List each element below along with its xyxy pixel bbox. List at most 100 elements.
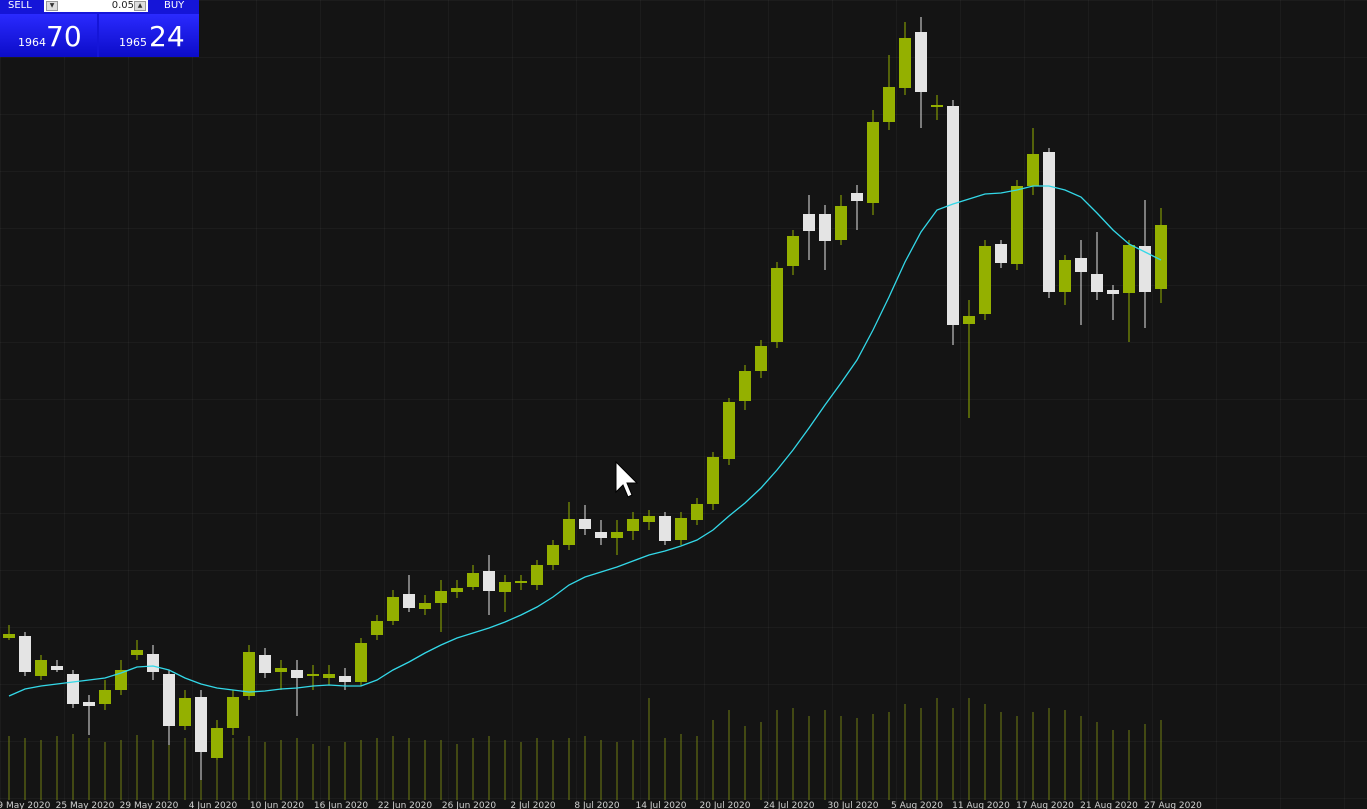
candle-body bbox=[323, 674, 335, 678]
candle-body bbox=[1011, 186, 1023, 264]
candle-body bbox=[259, 655, 271, 673]
candle-body bbox=[739, 371, 751, 401]
candle-body bbox=[995, 244, 1007, 263]
candle-body bbox=[435, 591, 447, 603]
x-tick-label: 8 Jul 2020 bbox=[574, 801, 619, 809]
candle-body bbox=[1139, 246, 1151, 292]
candle-body bbox=[1155, 225, 1167, 289]
candle-body bbox=[99, 690, 111, 704]
x-tick-label: 20 Jul 2020 bbox=[700, 801, 751, 809]
x-tick-label: 24 Jul 2020 bbox=[764, 801, 815, 809]
candle-body bbox=[867, 122, 879, 203]
candle-body bbox=[211, 728, 223, 758]
x-tick-label: 19 May 2020 bbox=[0, 801, 51, 809]
candle-body bbox=[195, 697, 207, 752]
buy-button[interactable]: BUY bbox=[164, 0, 185, 11]
lot-input[interactable]: 0.05 bbox=[44, 0, 148, 12]
candle-body bbox=[499, 582, 511, 592]
candle-body bbox=[947, 106, 959, 325]
x-tick-label: 11 Aug 2020 bbox=[952, 801, 1010, 809]
x-tick-label: 4 Jun 2020 bbox=[189, 801, 238, 809]
candle-body bbox=[403, 594, 415, 608]
candle-body bbox=[531, 565, 543, 585]
candle-body bbox=[595, 532, 607, 538]
candle-body bbox=[131, 650, 143, 655]
mouse-cursor bbox=[615, 460, 639, 498]
candle-body bbox=[419, 603, 431, 609]
panel-top-row: SELL 0.05 ▼ ▲ BUY bbox=[0, 0, 199, 13]
candle-body bbox=[243, 652, 255, 696]
candle-body bbox=[563, 519, 575, 545]
lot-increase[interactable]: ▲ bbox=[134, 1, 146, 11]
candle-body bbox=[1059, 260, 1071, 292]
candle-body bbox=[483, 571, 495, 591]
candle-body bbox=[707, 457, 719, 504]
candle-body bbox=[35, 660, 47, 676]
sell-big-figure: 1964 bbox=[18, 36, 46, 49]
buy-pips: 24 bbox=[149, 20, 185, 53]
candle-body bbox=[83, 702, 95, 706]
candle-body bbox=[179, 698, 191, 726]
x-tick-label: 22 Jun 2020 bbox=[378, 801, 432, 809]
candle-body bbox=[931, 105, 943, 107]
candle-body bbox=[803, 214, 815, 231]
x-tick-label: 17 Aug 2020 bbox=[1016, 801, 1074, 809]
candle-body bbox=[771, 268, 783, 342]
sell-pips: 70 bbox=[46, 20, 82, 53]
candle-body bbox=[579, 519, 591, 529]
x-tick-label: 5 Aug 2020 bbox=[891, 801, 943, 809]
moving-average-line bbox=[8, 185, 1162, 697]
x-tick-label: 29 May 2020 bbox=[120, 801, 179, 809]
candle-body bbox=[835, 206, 847, 240]
candle-body bbox=[1107, 290, 1119, 294]
candle-body bbox=[163, 674, 175, 726]
candle-body bbox=[755, 346, 767, 371]
candle-body bbox=[547, 545, 559, 565]
x-tick-label: 27 Aug 2020 bbox=[1144, 801, 1202, 809]
candle-body bbox=[899, 38, 911, 88]
candle-body bbox=[51, 666, 63, 670]
candle-body bbox=[355, 643, 367, 682]
candle-body bbox=[515, 581, 527, 583]
trade-panel: SELL 0.05 ▼ ▲ BUY 1964 70 1965 24 bbox=[0, 0, 199, 57]
candle-body bbox=[643, 516, 655, 522]
candle-body bbox=[1027, 154, 1039, 186]
x-tick-label: 26 Jun 2020 bbox=[442, 801, 496, 809]
candle-body bbox=[883, 87, 895, 122]
candle-body bbox=[115, 670, 127, 690]
candle-body bbox=[1091, 274, 1103, 292]
buy-price-box[interactable]: 1965 24 bbox=[99, 14, 199, 57]
candle-body bbox=[659, 516, 671, 541]
sell-button[interactable]: SELL bbox=[8, 0, 32, 11]
candle-body bbox=[787, 236, 799, 266]
lot-decrease[interactable]: ▼ bbox=[46, 1, 58, 11]
candle-body bbox=[723, 402, 735, 459]
x-tick-label: 2 Jul 2020 bbox=[510, 801, 555, 809]
x-tick-label: 21 Aug 2020 bbox=[1080, 801, 1138, 809]
candle-body bbox=[19, 636, 31, 672]
candle-body bbox=[1075, 258, 1087, 272]
candle-body bbox=[291, 670, 303, 678]
candle-body bbox=[611, 532, 623, 538]
candle-body bbox=[275, 668, 287, 672]
candle-body bbox=[371, 621, 383, 635]
sell-price-box[interactable]: 1964 70 bbox=[0, 14, 97, 57]
candle-body bbox=[627, 519, 639, 531]
candle-body bbox=[451, 588, 463, 592]
x-tick-label: 14 Jul 2020 bbox=[636, 801, 687, 809]
candle-body bbox=[227, 697, 239, 728]
candle-body bbox=[691, 504, 703, 520]
candle-body bbox=[1043, 152, 1055, 292]
x-tick-label: 30 Jul 2020 bbox=[828, 801, 879, 809]
candle-body bbox=[387, 597, 399, 621]
candle-body bbox=[819, 214, 831, 241]
candle-body bbox=[915, 32, 927, 92]
buy-big-figure: 1965 bbox=[119, 36, 147, 49]
candle-body bbox=[675, 518, 687, 540]
x-tick-label: 25 May 2020 bbox=[56, 801, 115, 809]
candle-body bbox=[67, 674, 79, 704]
candle-body bbox=[307, 674, 319, 676]
candle-body bbox=[467, 573, 479, 587]
